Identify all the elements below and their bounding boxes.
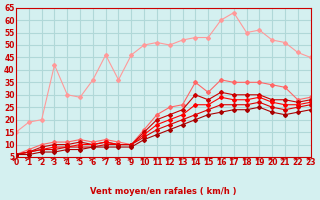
- X-axis label: Vent moyen/en rafales ( km/h ): Vent moyen/en rafales ( km/h ): [90, 187, 236, 196]
